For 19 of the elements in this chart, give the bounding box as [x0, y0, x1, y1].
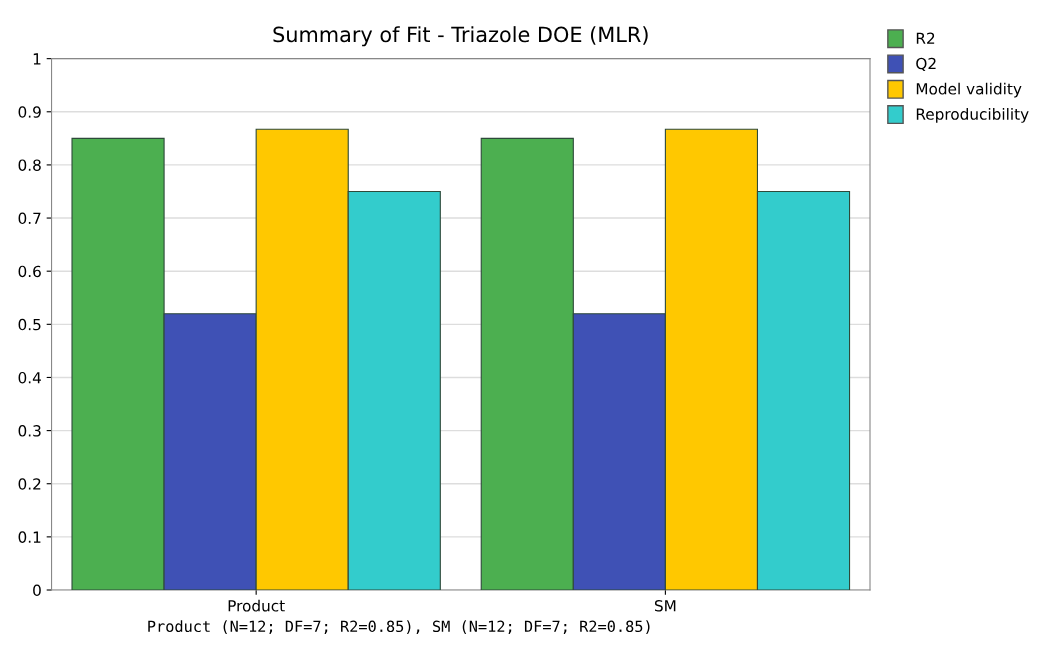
y-tick-label: 0.3	[18, 425, 41, 437]
text: Product (N=12; DF=7; R2=0.85), SM (N=12; DF=7; R2=0.85)	[148, 620, 650, 634]
y-tick-label: 0.9	[18, 106, 41, 118]
y-tick-label: 0.1	[18, 531, 41, 543]
legend-label: Model validity	[916, 82, 1022, 98]
legend-label: R2	[916, 32, 935, 44]
x-tick-label: SM	[654, 600, 676, 612]
y-tick-label: 0.7	[18, 212, 41, 225]
y-tick-label: 0.2	[18, 478, 41, 490]
y-tick-label: 1	[33, 53, 41, 65]
y-tick-label: 0.5	[18, 318, 41, 331]
chart-title: Summary of Fit - Triazole DOE (MLR)	[273, 26, 648, 47]
legend-label: Reproducibility	[916, 108, 1029, 123]
y-tick-label: 0.8	[18, 159, 41, 171]
y-tick-label: 0.6	[18, 265, 41, 278]
y-tick-label: 0.4	[18, 371, 41, 384]
legend-label: Q2	[916, 57, 936, 72]
x-tick-label: Product	[228, 599, 285, 612]
y-tick-label: 0	[33, 584, 41, 597]
